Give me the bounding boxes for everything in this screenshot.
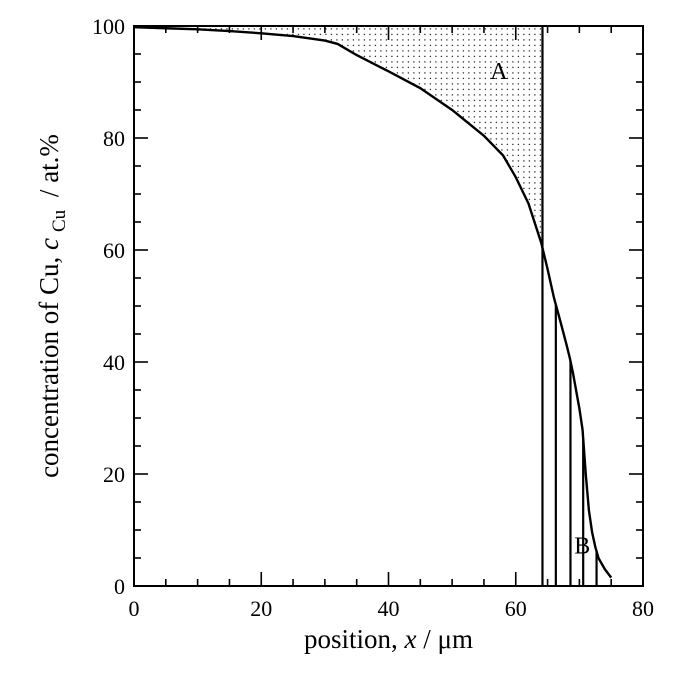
vertical-lines xyxy=(541,26,598,586)
y-tick-labels: 0 20 40 60 80 100 xyxy=(92,14,125,599)
y-tick-label: 20 xyxy=(103,462,125,487)
y-tick-label: 100 xyxy=(92,14,125,39)
shaded-region-a xyxy=(134,26,543,248)
y-tick-label: 60 xyxy=(103,238,125,263)
annotation-b: B xyxy=(574,534,590,560)
x-tick-label: 20 xyxy=(250,596,272,621)
x-axis-label-suffix: / μm xyxy=(417,624,473,654)
y-axis-label-sub: Cu xyxy=(49,209,70,232)
annotation-a: A xyxy=(490,59,508,85)
y-tick-label: 40 xyxy=(103,350,125,375)
y-axis-label: concentration of Cu, c Cu / at.% xyxy=(34,134,70,478)
x-tick-label: 0 xyxy=(129,596,140,621)
y-axis-label-suffix: / at.% xyxy=(34,134,64,204)
annotations: AB xyxy=(490,59,590,559)
x-axis-label: position, x / μm xyxy=(304,624,473,654)
y-axis-label-var: c xyxy=(34,238,64,250)
y-tick-label: 0 xyxy=(114,574,125,599)
x-tick-label: 60 xyxy=(505,596,527,621)
x-axis-label-var: x xyxy=(404,624,417,654)
x-tick-label: 40 xyxy=(378,596,400,621)
x-tick-label: 80 xyxy=(632,596,654,621)
axis-ticks xyxy=(133,25,644,587)
plot-frame xyxy=(133,25,644,587)
x-tick-labels: 0 20 40 60 80 xyxy=(129,596,655,621)
concentration-curve xyxy=(133,25,613,579)
y-axis-label-prefix: concentration of Cu, xyxy=(34,250,64,478)
y-tick-label: 80 xyxy=(103,126,125,151)
x-axis-label-prefix: position, xyxy=(304,624,405,654)
